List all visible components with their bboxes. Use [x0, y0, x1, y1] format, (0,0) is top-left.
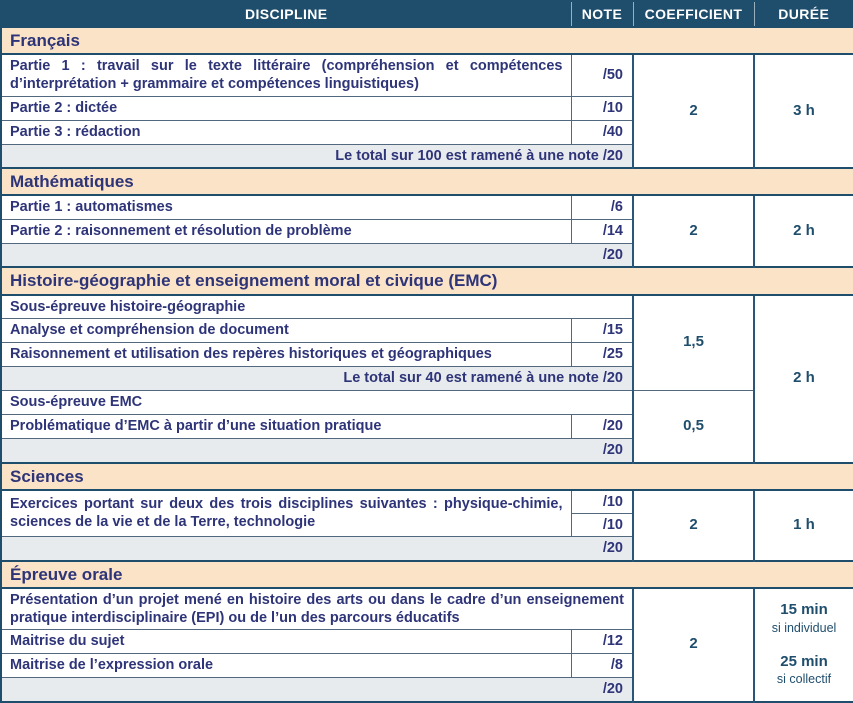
subsection-header-cell: Sous-épreuve histoire-géographie	[0, 294, 634, 319]
coefficient-cell: 2	[632, 587, 755, 702]
duree-individual-value: 15 min	[780, 601, 828, 619]
discipline-cell: Partie 1 : travail sur le texte littérai…	[0, 53, 572, 97]
table-row: Maitrise de l’expression orale /8	[0, 653, 853, 678]
subsection-header-cell: Sous-épreuve EMC	[0, 390, 634, 415]
duree-individual-label: si individuel	[771, 621, 837, 635]
total-row: /20	[0, 242, 853, 268]
section-title: Sciences	[1, 461, 853, 491]
coefficient-cell: 1,5	[632, 294, 755, 391]
total-row: Le total sur 40 est ramené à une note /2…	[0, 366, 853, 391]
table-row: Analyse et compréhension de document /15	[0, 318, 853, 343]
section-title: Français	[1, 25, 853, 56]
note-cell: /12	[570, 629, 634, 654]
discipline-cell: Partie 2 : raisonnement et résolution de…	[0, 218, 572, 244]
table-row: Présentation d’un projet mené en histoir…	[0, 587, 853, 702]
note-cell: /10	[570, 489, 634, 514]
table-row: Partie 2 : dictée /10	[0, 95, 853, 121]
total-row: Le total sur 100 est ramené à une note /…	[0, 143, 853, 169]
duree-cell: 1 h	[753, 489, 853, 561]
discipline-cell: Analyse et compréhension de document	[0, 318, 572, 343]
total-cell: /20	[0, 438, 634, 463]
coefficient-cell: 0,5	[632, 390, 755, 463]
discipline-cell: Maitrise du sujet	[0, 629, 572, 654]
note-cell: /10	[570, 512, 634, 538]
column-header-note: NOTE	[570, 1, 633, 28]
table-row: Sous-épreuve EMC 0,5	[0, 390, 853, 463]
section-header-francais: Français	[1, 25, 853, 56]
coefficient-cell: 2	[632, 53, 755, 169]
discipline-cell: Partie 1 : automatismes	[0, 194, 572, 220]
discipline-cell: Partie 2 : dictée	[0, 95, 572, 121]
table-row: Partie 1 : automatismes /6 2 2 h	[0, 194, 853, 268]
section-header-histoire-geo-emc: Histoire-géographie et enseignement mora…	[1, 266, 853, 296]
table-row: Maitrise du sujet /12	[0, 629, 853, 654]
duree-cell: 15 min si individuel 25 min si collectif	[753, 587, 853, 702]
note-cell: /8	[570, 653, 634, 678]
section-header-mathematiques: Mathématiques	[1, 166, 853, 197]
discipline-cell: Problématique d’EMC à partir d’une situa…	[0, 414, 572, 439]
duree-cell: 2 h	[753, 194, 853, 268]
duree-collective-value: 25 min	[780, 652, 828, 670]
section-title: Épreuve orale	[1, 559, 853, 589]
note-cell: /6	[570, 194, 634, 220]
table-row: Raisonnement et utilisation des repères …	[0, 342, 853, 367]
note-cell: /50	[570, 53, 634, 97]
total-cell: Le total sur 40 est ramené à une note /2…	[0, 366, 634, 391]
total-cell: /20	[0, 242, 634, 268]
total-cell: /20	[0, 677, 634, 702]
column-header-duree: DURÉE	[753, 1, 853, 28]
section-title: Histoire-géographie et enseignement mora…	[1, 266, 853, 296]
table-row: /10	[1, 512, 853, 538]
section-header-epreuve-orale: Épreuve orale	[1, 559, 853, 589]
table-row: Sous-épreuve histoire-géographie 1,5 2 h	[0, 294, 853, 463]
total-row: /20	[0, 536, 853, 561]
column-header-coefficient: COEFFICIENT	[632, 1, 754, 28]
column-header-discipline: DISCIPLINE	[1, 1, 571, 28]
note-cell: /25	[570, 342, 634, 367]
duree-collective-label: si collectif	[776, 672, 832, 687]
note-cell: /40	[570, 119, 634, 145]
duree-cell: 2 h	[753, 294, 853, 463]
table-row: Problématique d’EMC à partir d’une situa…	[0, 414, 853, 439]
duree-detail-block: 15 min si individuel 25 min si collectif	[763, 601, 845, 688]
total-cell: Le total sur 100 est ramené à une note /…	[0, 143, 634, 169]
coefficient-cell: 2	[632, 194, 755, 268]
note-cell: /15	[570, 318, 634, 343]
discipline-cell: Partie 3 : rédaction	[0, 119, 572, 145]
table-header-row: DISCIPLINE NOTE COEFFICIENT DURÉE	[1, 1, 853, 28]
discipline-cell: Exercices portant sur deux des trois dis…	[0, 489, 572, 537]
table-row: Partie 1 : travail sur le texte littérai…	[0, 53, 853, 169]
discipline-cell: Présentation d’un projet mené en histoir…	[0, 587, 634, 630]
duree-cell: 3 h	[753, 53, 853, 169]
section-header-sciences: Sciences	[1, 461, 853, 491]
total-cell: /20	[0, 536, 634, 561]
table-row: Partie 2 : raisonnement et résolution de…	[0, 218, 853, 244]
section-title: Mathématiques	[1, 166, 853, 197]
discipline-cell: Raisonnement et utilisation des repères …	[0, 342, 572, 367]
note-cell: /20	[570, 414, 634, 439]
discipline-cell: Maitrise de l’expression orale	[0, 653, 572, 678]
table-row: Exercices portant sur deux des trois dis…	[0, 489, 853, 561]
coefficient-cell: 2	[632, 489, 755, 561]
note-cell: /14	[570, 218, 634, 244]
note-cell: /10	[570, 95, 634, 121]
